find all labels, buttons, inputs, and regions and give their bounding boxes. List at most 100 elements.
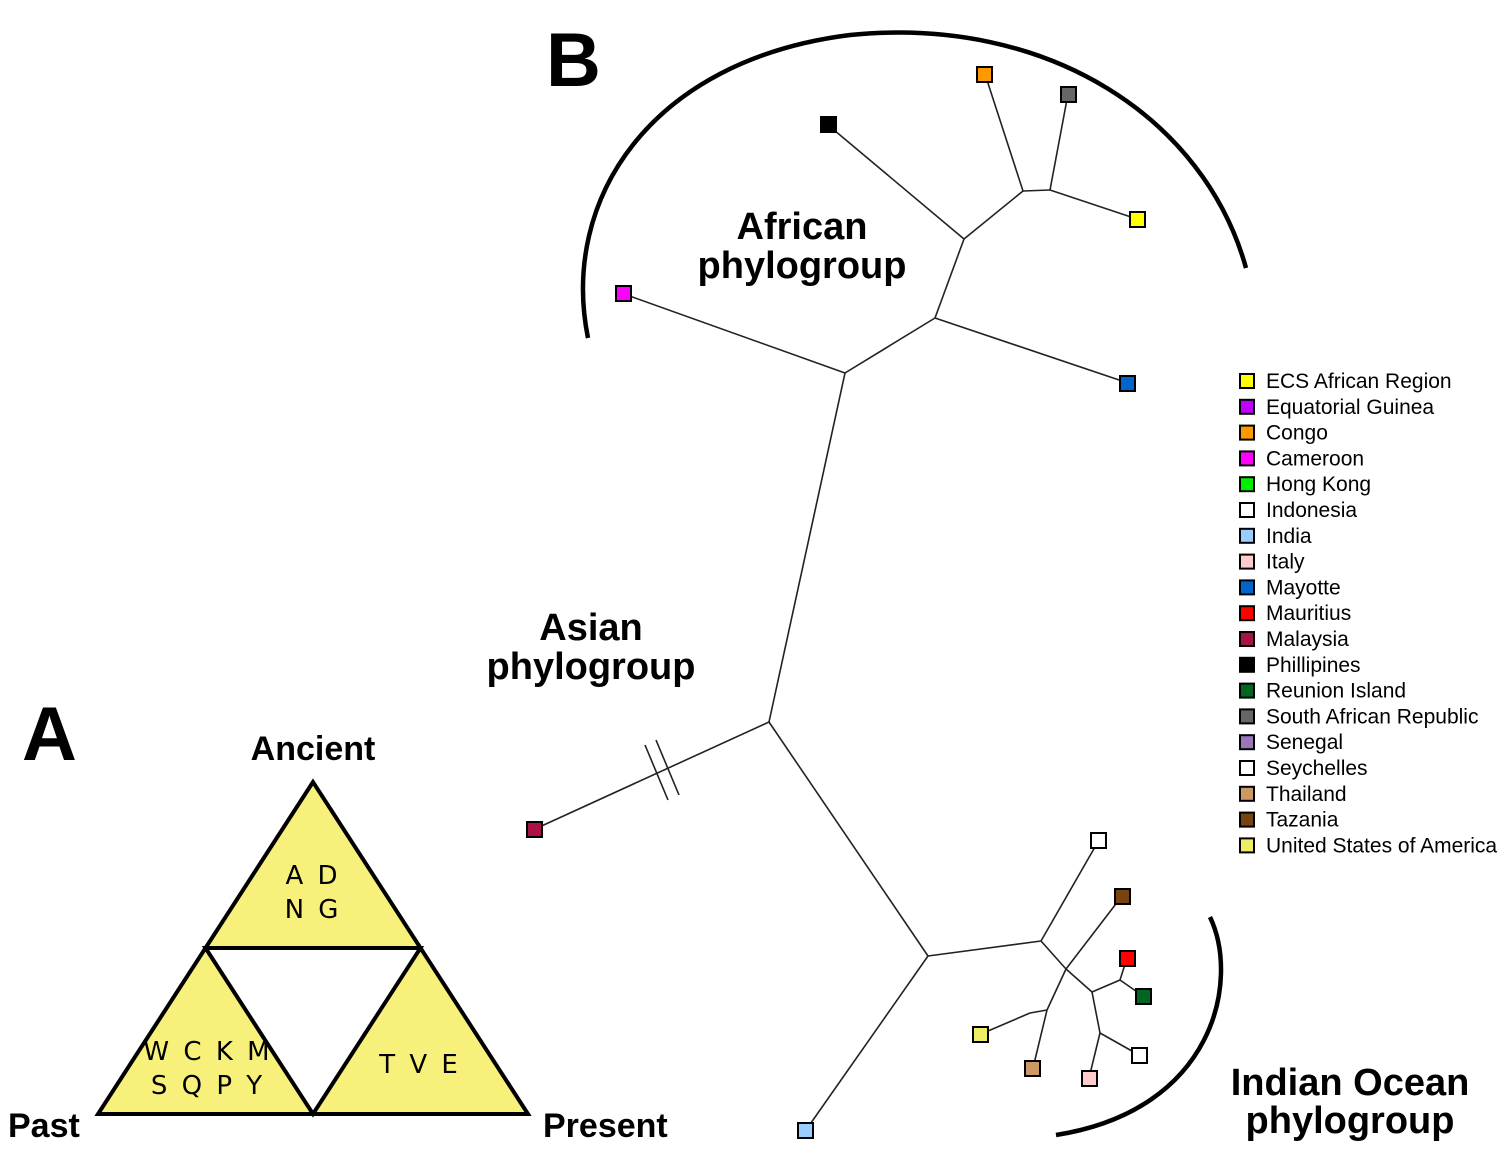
legend-item-south-african-republic: South African Republic xyxy=(1239,705,1478,728)
center-blank-triangle xyxy=(201,946,425,1118)
legend-item-thailand: Thailand xyxy=(1239,783,1347,806)
legend-label: Cameroon xyxy=(1266,447,1364,470)
asian-branch xyxy=(534,721,770,830)
legend-item-hong-kong: Hong Kong xyxy=(1239,473,1371,496)
legend-label: Hong Kong xyxy=(1266,473,1371,496)
legend-item-congo: Congo xyxy=(1239,422,1328,445)
legend-label: ECS African Region xyxy=(1266,370,1452,393)
legend-swatch xyxy=(1239,811,1255,828)
tip-cameroon xyxy=(615,285,632,302)
legend-swatch xyxy=(1239,605,1255,622)
legend-swatch xyxy=(1239,553,1255,570)
tip-reunion-island xyxy=(1135,988,1152,1005)
triforce-diagram xyxy=(94,778,532,1118)
asian-group-label-line1: Asian xyxy=(539,607,642,649)
legend-label: Phillipines xyxy=(1266,654,1361,677)
present-label: Present xyxy=(543,1107,668,1145)
phylogenetic-tree xyxy=(534,73,1144,1131)
african-branch xyxy=(1049,93,1069,191)
top-triangle-code-line1: A D xyxy=(285,861,340,891)
legend-label: India xyxy=(1266,525,1312,548)
legend-swatch xyxy=(1239,682,1255,699)
indian-ocean-branch xyxy=(1040,839,1100,942)
legend-label: Equatorial Guinea xyxy=(1266,396,1434,419)
legend-item-reunion-island: Reunion Island xyxy=(1239,680,1406,703)
legend-swatch xyxy=(1239,631,1255,647)
tip-ecs-african-region xyxy=(1129,211,1146,228)
ancient-label: Ancient xyxy=(251,730,376,768)
indian-ocean-branch xyxy=(980,1012,1031,1035)
legend-item-tazania: Tazania xyxy=(1239,809,1339,832)
african-group-label-line1: African xyxy=(737,206,868,248)
legend-item-italy: Italy xyxy=(1239,551,1305,574)
african-phylogroup-arc xyxy=(580,30,1249,339)
legend-label: Senegal xyxy=(1266,731,1343,754)
african-branch xyxy=(934,238,965,319)
legend-swatch xyxy=(1239,760,1255,776)
tip-united-states-of-america xyxy=(972,1026,989,1043)
african-branch xyxy=(963,190,1024,240)
legend-swatch xyxy=(1239,398,1255,415)
legend-label: Seychelles xyxy=(1266,757,1368,780)
african-branch xyxy=(1022,189,1051,192)
right-triangle-code: T V E xyxy=(378,1050,461,1080)
tip-indonesia xyxy=(1090,832,1107,849)
african-branch xyxy=(934,317,1129,384)
legend-swatch xyxy=(1239,837,1255,854)
trunk-branch-lower xyxy=(768,721,929,957)
panel-a-letter: A xyxy=(22,692,77,777)
legend-swatch xyxy=(1239,502,1255,518)
indian-ocean-branch xyxy=(1040,940,1067,970)
indian-ocean-branch xyxy=(1091,991,1101,1034)
indian-ocean-group-label-line2: phylogroup xyxy=(1246,1100,1455,1142)
legend-swatch xyxy=(1239,373,1255,389)
legend-item-india: India xyxy=(1239,525,1312,548)
legend-item-united-states-of-america: United States of America xyxy=(1239,834,1497,857)
indian-ocean-branch xyxy=(1032,1009,1048,1069)
legend-swatch xyxy=(1239,450,1255,467)
indian-ocean-branch xyxy=(927,940,1042,957)
tip-thailand xyxy=(1024,1060,1041,1077)
legend-label: Reunion Island xyxy=(1266,680,1406,703)
legend-label: Indonesia xyxy=(1266,499,1357,522)
legend-swatch xyxy=(1239,734,1255,751)
legend-swatch xyxy=(1239,708,1255,725)
legend-swatch xyxy=(1239,579,1255,596)
legend-item-mayotte: Mayotte xyxy=(1239,576,1341,599)
legend-item-indonesia: Indonesia xyxy=(1239,499,1357,522)
asian-group-label-line2: phylogroup xyxy=(487,646,696,688)
legend-item-malaysia: Malaysia xyxy=(1239,628,1349,651)
india-branch xyxy=(805,955,929,1131)
legend-label: Congo xyxy=(1266,422,1328,445)
branch-break-mark xyxy=(644,744,669,801)
legend-label: Italy xyxy=(1266,551,1305,574)
indian-ocean-branch xyxy=(1091,979,1121,993)
left-triangle-code-line2: S Q P Y xyxy=(151,1071,265,1101)
left-triangle-code-line1: W C K M xyxy=(143,1037,272,1067)
legend-label: Mauritius xyxy=(1266,602,1351,625)
tip-south-african-republic xyxy=(1060,86,1077,103)
branch-break-mark xyxy=(655,739,680,796)
legend-item-mauritius: Mauritius xyxy=(1239,602,1351,625)
legend-label: Tazania xyxy=(1266,809,1339,832)
tip-india xyxy=(797,1122,814,1139)
indian-ocean-branch xyxy=(1065,968,1093,993)
legend-swatch xyxy=(1239,424,1255,441)
indian-ocean-branch xyxy=(1065,895,1123,970)
legend-item-cameroon: Cameroon xyxy=(1239,447,1364,470)
past-label: Past xyxy=(8,1107,80,1145)
legend-label: Thailand xyxy=(1266,783,1347,806)
tip-malaysia xyxy=(526,821,543,838)
tip-italy xyxy=(1081,1070,1098,1087)
legend-label: South African Republic xyxy=(1266,705,1478,728)
tip-congo xyxy=(976,66,993,83)
panel-b-letter: B xyxy=(546,18,601,103)
legend-label: Mayotte xyxy=(1266,576,1341,599)
african-branch xyxy=(827,124,965,240)
legend-item-phillipines: Phillipines xyxy=(1239,654,1361,677)
indian-ocean-branch xyxy=(1046,968,1067,1011)
indian-ocean-branch xyxy=(1029,1009,1048,1014)
african-branch xyxy=(623,293,846,374)
legend-swatch xyxy=(1239,476,1255,493)
